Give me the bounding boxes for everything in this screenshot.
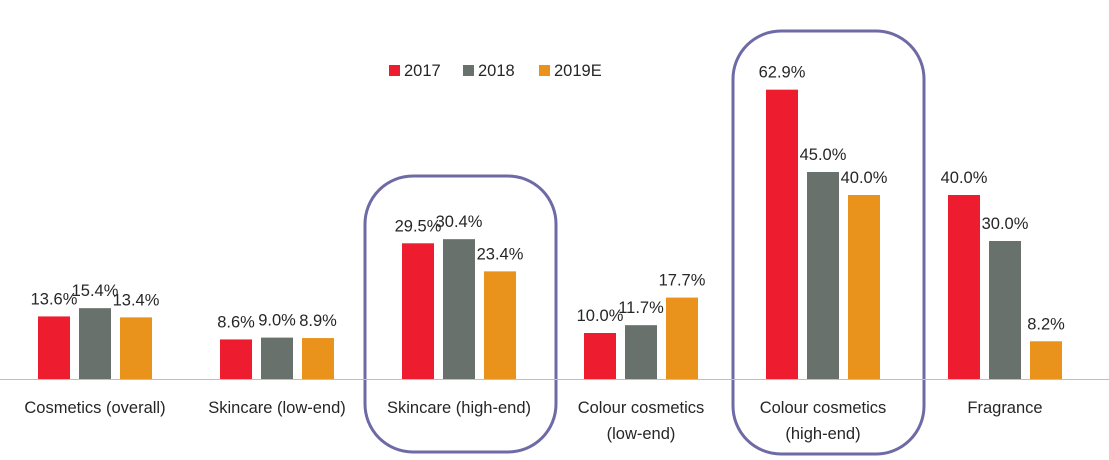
bar-2019E-2 — [484, 271, 516, 379]
bar-2019E-0 — [120, 317, 152, 379]
legend-swatch-2017 — [389, 65, 400, 76]
category-labels-group: Cosmetics (overall) Skincare (low-end) Ski… — [24, 399, 1042, 443]
category-label-3-line1: (low-end) — [607, 425, 676, 443]
data-label-2017-0: 13.6% — [31, 290, 78, 308]
bar-2019E-5 — [1030, 341, 1062, 379]
bar-2017-5 — [948, 195, 980, 379]
data-label-2019E-5: 8.2% — [1027, 315, 1065, 333]
bar-2018-1 — [261, 337, 293, 379]
legend-label-2017: 2017 — [404, 62, 441, 80]
category-label-4-line1: (high-end) — [785, 425, 860, 443]
data-label-2017-2: 29.5% — [395, 217, 442, 235]
bar-2018-2 — [443, 239, 475, 379]
highlight-group — [363, 29, 926, 456]
data-label-2019E-4: 40.0% — [841, 169, 888, 187]
data-label-2018-5: 30.0% — [982, 215, 1029, 233]
data-label-2017-1: 8.6% — [217, 313, 255, 331]
bar-2017-1 — [220, 339, 252, 379]
category-label-0: Cosmetics (overall) — [24, 399, 165, 417]
data-label-2019E-0: 13.4% — [113, 291, 160, 309]
category-label-2: Skincare (high-end) — [387, 399, 531, 417]
data-label-2019E-2: 23.4% — [477, 245, 524, 263]
data-label-2019E-3: 17.7% — [659, 272, 706, 290]
data-labels-group: 13.6% 8.6% 29.5% 10.0% 62.9% 40.0% 15.4% 9.0% 30… — [31, 64, 1066, 334]
bar-2018-3 — [625, 325, 657, 379]
data-label-2017-4: 62.9% — [759, 64, 806, 82]
bar-2017-0 — [38, 316, 70, 379]
highlight-box-4 — [731, 29, 926, 456]
bars-group — [38, 89, 1062, 379]
legend-swatch-2018 — [463, 65, 474, 76]
category-label-5: Fragrance — [967, 399, 1042, 417]
highlight-box-2 — [363, 174, 558, 454]
legend-label-2018: 2018 — [478, 62, 515, 80]
bar-2019E-1 — [302, 338, 334, 379]
bar-2018-4 — [807, 172, 839, 379]
data-label-2018-4: 45.0% — [800, 146, 847, 164]
bar-2019E-4 — [848, 195, 880, 379]
data-label-2017-3: 10.0% — [577, 307, 624, 325]
data-label-2018-3: 11.7% — [618, 299, 664, 317]
bar-2019E-3 — [666, 297, 698, 379]
data-label-2018-0: 15.4% — [72, 282, 119, 300]
data-label-2017-5: 40.0% — [941, 169, 988, 187]
bar-2017-4 — [766, 89, 798, 379]
legend-label-2019E: 2019E — [554, 62, 602, 80]
bar-2018-0 — [79, 308, 111, 379]
category-label-1: Skincare (low-end) — [208, 399, 346, 417]
bar-2017-2 — [402, 243, 434, 379]
category-label-3-line0: Colour cosmetics — [578, 399, 705, 417]
data-label-2018-2: 30.4% — [436, 213, 483, 231]
legend-swatch-2019E — [539, 65, 550, 76]
data-label-2018-1: 9.0% — [258, 312, 296, 330]
bar-2017-3 — [584, 333, 616, 379]
bar-2018-5 — [989, 241, 1021, 379]
legend: 2017 2018 2019E — [389, 62, 602, 80]
category-label-4-line0: Colour cosmetics — [760, 399, 887, 417]
data-label-2019E-1: 8.9% — [299, 312, 337, 330]
